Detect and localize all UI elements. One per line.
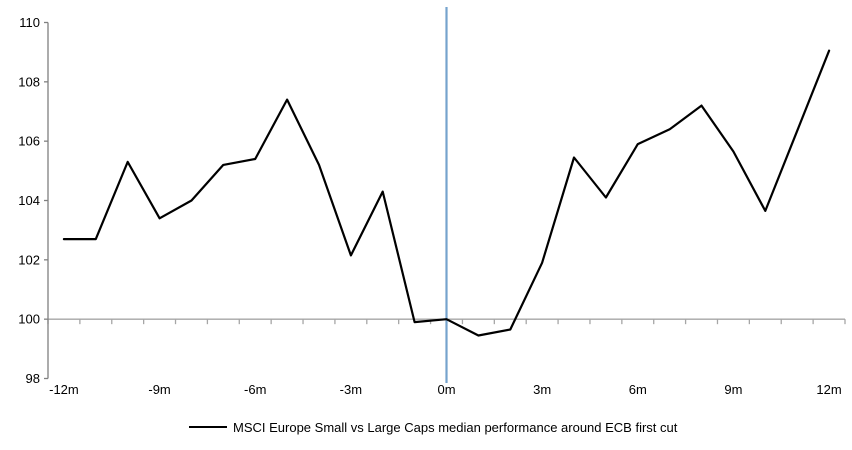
x-tick-label: 9m (724, 382, 742, 397)
y-tick-label: 98 (26, 371, 40, 386)
x-tick-label: -9m (148, 382, 170, 397)
legend-label: MSCI Europe Small vs Large Caps median p… (233, 419, 678, 435)
legend-line-swatch (189, 426, 227, 428)
x-tick-label: 0m (437, 382, 455, 397)
y-tick-label: 102 (18, 252, 40, 267)
x-tick-label: 3m (533, 382, 551, 397)
series-line (62, 49, 831, 337)
x-tick-label: 6m (629, 382, 647, 397)
y-tick-label: 104 (18, 193, 40, 208)
y-tick-label: 108 (18, 74, 40, 89)
y-tick-label: 100 (18, 312, 40, 327)
x-tick-label: -3m (340, 382, 362, 397)
y-tick-label: 110 (19, 15, 40, 30)
x-tick-label: 12m (816, 382, 841, 397)
y-tick-label: 106 (18, 134, 40, 149)
legend: MSCI Europe Small vs Large Caps median p… (189, 419, 677, 435)
x-tick-label: -12m (49, 382, 79, 397)
x-tick-label: -6m (244, 382, 266, 397)
